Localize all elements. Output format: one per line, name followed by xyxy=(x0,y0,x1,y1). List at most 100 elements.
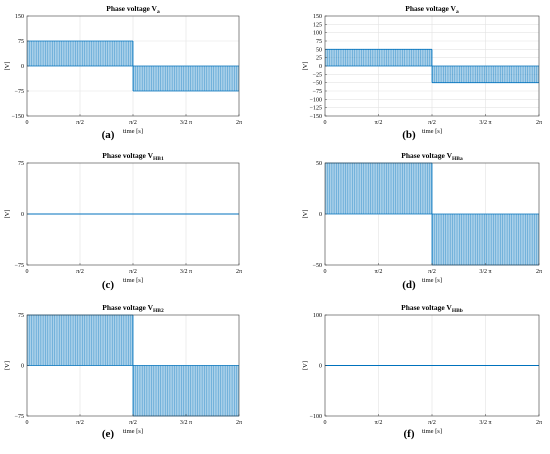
chart-title: Phase voltage VHB2 xyxy=(102,303,164,314)
chart-title: Phase voltage VHB1 xyxy=(102,151,164,162)
ytick-label: 75 xyxy=(316,39,322,45)
x-axis-label: time [s] xyxy=(422,428,442,435)
xtick-label: 0 xyxy=(324,269,327,275)
xtick-label: 0 xyxy=(26,120,29,126)
ytick-label: 100 xyxy=(313,313,322,319)
y-axis-label: [V] xyxy=(302,61,309,70)
chart-title-main: Phase voltage V xyxy=(102,303,153,312)
x-axis-label: time [s] xyxy=(422,277,442,284)
xtick-label: π/2 xyxy=(428,269,436,275)
ytick-label: −100 xyxy=(310,97,322,103)
xtick-label: 3/2 π xyxy=(180,269,192,275)
xtick-label: π/2 xyxy=(76,269,84,275)
ytick-label: −100 xyxy=(310,414,322,420)
xtick-label: 2π xyxy=(536,269,542,275)
ytick-label: 0 xyxy=(21,212,24,218)
xtick-label: 2π xyxy=(536,120,542,126)
xtick-label: 0 xyxy=(26,420,29,426)
panel-letter: (b) xyxy=(402,129,416,141)
ytick-label: −50 xyxy=(313,263,322,269)
series-waveform xyxy=(26,314,240,417)
panel-letter: (d) xyxy=(402,279,416,291)
chart-title-sub: HBa xyxy=(452,156,463,162)
xtick-label: 3/2 π xyxy=(479,420,491,426)
chart-title-sub: HB1 xyxy=(153,156,164,162)
ytick-label: 75 xyxy=(18,313,24,319)
panel-letter: (a) xyxy=(101,129,115,141)
chart-title-sub: HB2 xyxy=(153,308,164,314)
ytick-label: 0 xyxy=(21,364,24,370)
xtick-label: π/2 xyxy=(375,269,383,275)
ytick-label: 150 xyxy=(15,14,24,20)
x-axis-label: time [s] xyxy=(123,277,143,284)
xtick-label: π/2 xyxy=(129,120,137,126)
xtick-label: 3/2 π xyxy=(180,420,192,426)
ytick-label: 75 xyxy=(18,161,24,167)
y-axis-label: [V] xyxy=(302,361,309,370)
xtick-label: π/2 xyxy=(76,420,84,426)
series-waveform xyxy=(324,48,540,84)
chart-title: Phase voltage Va xyxy=(106,4,160,15)
x-axis-label: time [s] xyxy=(123,128,143,135)
chart-title: Phase voltage VHBa xyxy=(401,151,463,162)
ytick-label: 50 xyxy=(316,47,322,53)
xtick-label: π/2 xyxy=(129,269,137,275)
xtick-label: π/2 xyxy=(428,120,436,126)
ytick-label: 150 xyxy=(313,14,322,20)
xtick-label: 0 xyxy=(26,269,29,275)
xtick-label: 3/2 π xyxy=(479,269,491,275)
chart-title-sub: a xyxy=(456,9,459,15)
ytick-label: 0 xyxy=(319,212,322,218)
xtick-label: 2π xyxy=(236,269,242,275)
xtick-label: π/2 xyxy=(375,120,383,126)
panel-letter: (c) xyxy=(101,279,115,291)
series-waveform xyxy=(26,40,240,92)
panel-letter: (f) xyxy=(403,428,415,440)
ytick-label: 50 xyxy=(316,161,322,167)
panel-letter: (e) xyxy=(101,428,115,440)
xtick-label: 0 xyxy=(324,120,327,126)
y-axis-label: [V] xyxy=(4,209,11,218)
xtick-label: 3/2 π xyxy=(479,120,491,126)
chart-title: Phase voltage VHBb xyxy=(401,303,463,314)
chart-title-main: Phase voltage V xyxy=(106,4,157,13)
xtick-label: π/2 xyxy=(428,420,436,426)
ytick-label: −125 xyxy=(310,106,322,112)
ytick-label: −150 xyxy=(12,114,24,120)
ytick-label: −75 xyxy=(313,89,322,95)
xtick-label: π/2 xyxy=(375,420,383,426)
x-axis-label: time [s] xyxy=(422,128,442,135)
ytick-label: 75 xyxy=(18,39,24,45)
chart-title-main: Phase voltage V xyxy=(405,4,456,13)
xtick-label: π/2 xyxy=(129,420,137,426)
ytick-label: 0 xyxy=(21,64,24,70)
xtick-label: 2π xyxy=(236,120,242,126)
chart-title-main: Phase voltage V xyxy=(401,151,452,160)
y-axis-label: [V] xyxy=(302,209,309,218)
ytick-label: −75 xyxy=(15,263,24,269)
ytick-label: 0 xyxy=(319,64,322,70)
ytick-label: −75 xyxy=(15,414,24,420)
xtick-label: 3/2 π xyxy=(180,120,192,126)
ytick-label: 125 xyxy=(313,22,322,28)
ytick-label: −25 xyxy=(313,72,322,78)
chart-title-sub: a xyxy=(157,9,160,15)
chart-title-main: Phase voltage V xyxy=(401,303,452,312)
ytick-label: 25 xyxy=(316,56,322,62)
xtick-label: 0 xyxy=(324,420,327,426)
chart-title-main: Phase voltage V xyxy=(102,151,153,160)
y-axis-label: [V] xyxy=(4,361,11,370)
chart-title-sub: HBb xyxy=(452,308,463,314)
ytick-label: 100 xyxy=(313,31,322,37)
